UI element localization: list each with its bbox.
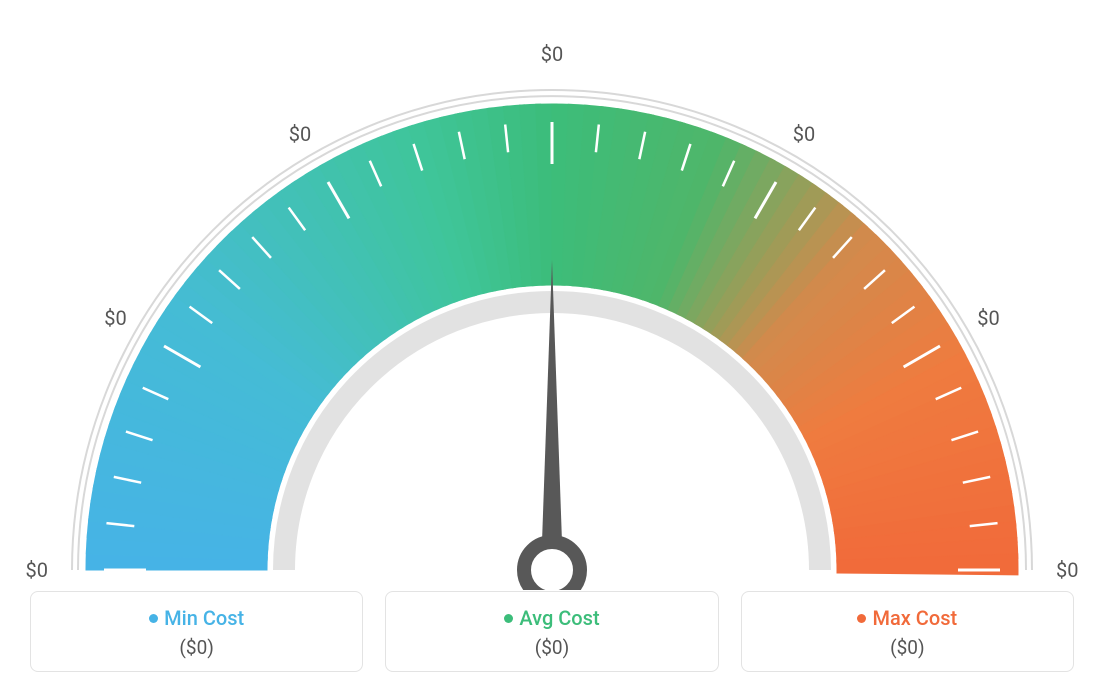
gauge-svg [42, 30, 1062, 590]
legend-label-min: Min Cost [164, 606, 244, 630]
legend-value-avg: ($0) [394, 636, 709, 659]
legend-label-max: Max Cost [872, 606, 957, 630]
gauge-tick-label: $0 [104, 306, 126, 330]
gauge-tick-label: $0 [541, 42, 563, 66]
gauge-tick-label: $0 [977, 306, 999, 330]
legend-row: Min Cost ($0) Avg Cost ($0) Max Cost ($0) [30, 591, 1074, 672]
legend-card-min: Min Cost ($0) [30, 591, 363, 672]
gauge-tick-label: $0 [1056, 558, 1078, 582]
gauge-tick-label: $0 [26, 558, 48, 582]
legend-dot-min [149, 614, 158, 623]
legend-dot-avg [504, 614, 513, 623]
gauge-tick-label: $0 [289, 122, 311, 146]
legend-value-min: ($0) [39, 636, 354, 659]
legend-value-max: ($0) [750, 636, 1065, 659]
gauge-tick-label: $0 [793, 122, 815, 146]
gauge-chart: $0$0$0$0$0$0$0 [22, 10, 1082, 570]
cost-gauge-card: $0$0$0$0$0$0$0 Min Cost($0)Avg Cost($0)M… [0, 0, 1104, 690]
legend-label-avg: Avg Cost [519, 606, 599, 630]
legend-card-max: Max Cost ($0) [741, 591, 1074, 672]
gauge-needle-hub [524, 542, 580, 590]
legend-title-avg: Avg Cost [394, 606, 709, 630]
legend-title-max: Max Cost [750, 606, 1065, 630]
legend-dot-max [857, 614, 866, 623]
legend-title-min: Min Cost [39, 606, 354, 630]
legend-card-avg: Avg Cost ($0) [385, 591, 718, 672]
